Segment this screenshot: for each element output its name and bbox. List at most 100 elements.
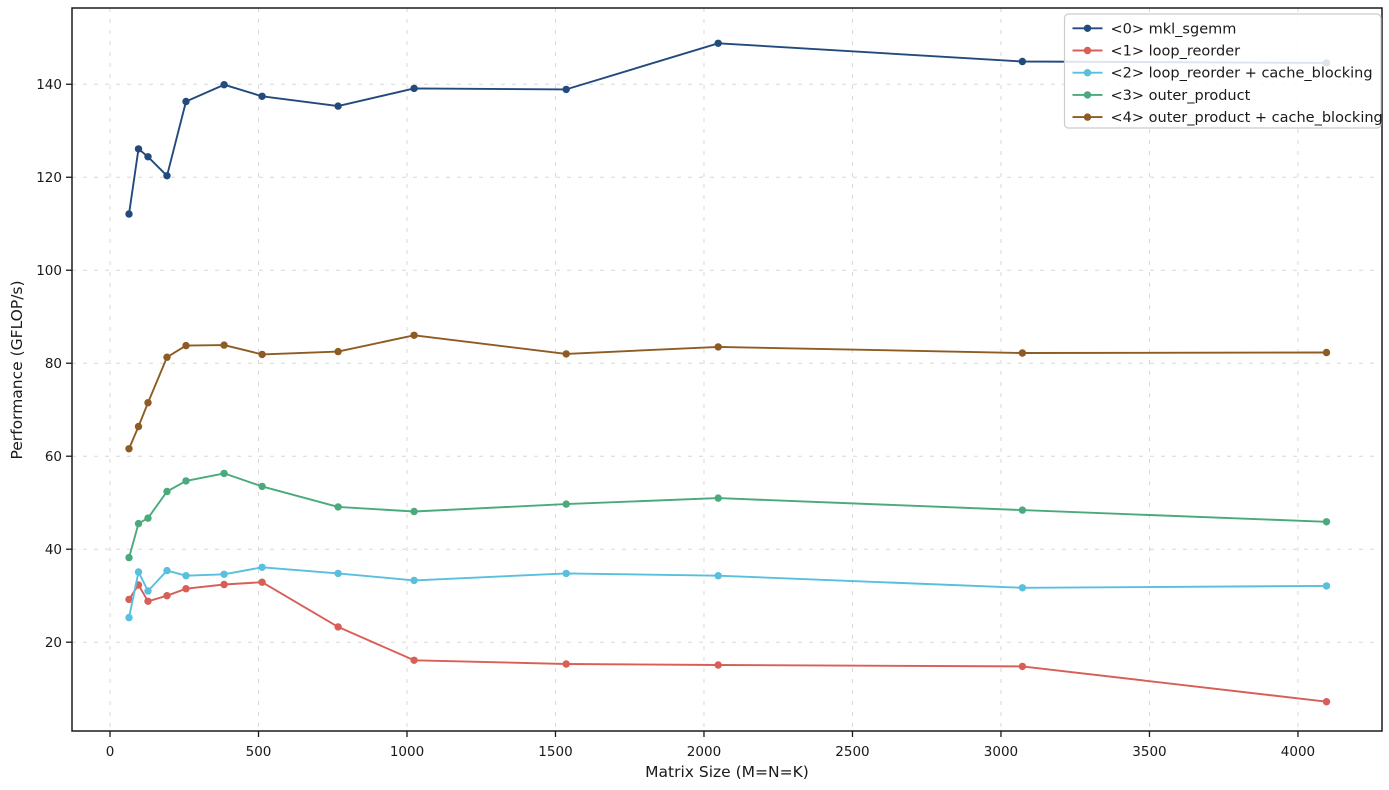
data-point xyxy=(714,661,722,669)
series-2 xyxy=(125,563,1331,622)
data-point xyxy=(220,580,228,589)
data-point xyxy=(163,487,171,496)
data-point xyxy=(334,102,342,110)
legend-label: <3> outer_product xyxy=(1111,88,1251,104)
data-point xyxy=(182,572,190,580)
data-point xyxy=(1322,698,1331,706)
legend-label: <2> loop_reorder + cache_blocking xyxy=(1111,66,1373,82)
data-point xyxy=(1018,584,1027,592)
legend-marker xyxy=(1083,24,1092,32)
data-point xyxy=(562,500,570,508)
x-tick-label: 3000 xyxy=(984,744,1018,760)
data-point xyxy=(334,569,342,578)
data-point xyxy=(182,97,190,106)
data-point xyxy=(125,445,133,453)
data-point xyxy=(334,623,342,631)
legend-marker xyxy=(1083,46,1092,55)
data-point xyxy=(334,503,342,511)
data-point xyxy=(258,578,266,586)
legend-box xyxy=(1063,13,1382,129)
legend-marker xyxy=(1083,91,1092,99)
data-point xyxy=(1018,662,1027,671)
data-point xyxy=(134,145,143,153)
x-axis-label: Matrix Size (M=N=K) xyxy=(645,763,809,781)
data-point xyxy=(714,343,722,351)
data-point xyxy=(163,592,171,600)
data-point xyxy=(144,514,152,522)
legend-label: <0> mkl_sgemm xyxy=(1111,21,1237,37)
data-point xyxy=(125,210,133,218)
y-tick-label: 80 xyxy=(45,356,62,372)
x-tick-label: 0 xyxy=(106,744,115,760)
x-tick-label: 2000 xyxy=(687,744,721,760)
x-tick-label: 500 xyxy=(246,744,272,760)
series-4 xyxy=(125,331,1331,453)
data-point xyxy=(562,660,570,668)
legend-label: <1> loop_reorder xyxy=(1111,44,1241,60)
data-point xyxy=(1018,57,1027,66)
series-line xyxy=(128,334,1327,450)
data-point xyxy=(134,568,143,576)
axis-ticks xyxy=(66,83,1299,737)
data-point xyxy=(220,469,228,478)
data-point xyxy=(410,507,418,516)
data-point xyxy=(258,350,266,359)
data-point xyxy=(410,656,418,664)
series-line xyxy=(128,581,1327,703)
y-axis-label: Performance (GFLOP/s) xyxy=(8,280,26,459)
data-point xyxy=(258,482,266,491)
data-point xyxy=(125,595,133,604)
data-point xyxy=(562,350,570,358)
data-point xyxy=(1322,518,1331,526)
data-point xyxy=(134,519,143,528)
data-point xyxy=(144,587,152,595)
data-point xyxy=(144,399,152,407)
data-point xyxy=(410,331,418,339)
x-tick-label: 2500 xyxy=(835,744,869,760)
data-point xyxy=(562,569,570,578)
data-point xyxy=(258,92,266,101)
data-point xyxy=(144,153,152,161)
data-point xyxy=(410,84,418,93)
data-point xyxy=(1322,348,1331,357)
data-point xyxy=(220,570,228,578)
data-point xyxy=(125,553,133,562)
data-point xyxy=(334,347,342,356)
series-line xyxy=(128,472,1327,558)
y-tick-label: 20 xyxy=(45,635,62,651)
data-point xyxy=(144,597,152,605)
tick-labels: 0 500 1000 1500 2000 2500 3000 3500 4000 20 40 60 80… xyxy=(36,77,1315,760)
series-3 xyxy=(125,469,1331,562)
data-point xyxy=(714,572,722,580)
x-tick-label: 3500 xyxy=(1132,744,1166,760)
data-point xyxy=(714,494,722,502)
data-point xyxy=(163,566,171,575)
data-point xyxy=(258,563,266,571)
legend-label: <4> outer_product + cache_blocking xyxy=(1111,110,1383,126)
data-point xyxy=(182,477,190,485)
data-point xyxy=(1322,582,1331,590)
data-point xyxy=(220,81,228,89)
y-tick-label: 40 xyxy=(45,542,62,558)
data-point xyxy=(714,39,722,47)
x-tick-label: 4000 xyxy=(1281,744,1315,760)
data-point xyxy=(220,341,228,349)
y-tick-label: 140 xyxy=(36,77,62,93)
data-point xyxy=(1018,349,1027,357)
plot-frame xyxy=(71,7,1383,732)
data-point xyxy=(1018,506,1027,514)
data-point xyxy=(182,341,190,350)
x-tick-label: 1000 xyxy=(390,744,424,760)
x-tick-label: 1500 xyxy=(538,744,572,760)
legend: <0> mkl_sgemm <1> loop_reorder <2> loop_re… xyxy=(1063,13,1383,129)
data-point xyxy=(562,85,570,94)
data-point xyxy=(182,585,190,593)
legend-marker xyxy=(1083,69,1092,77)
y-tick-label: 100 xyxy=(36,263,62,279)
legend-marker xyxy=(1083,113,1092,121)
y-tick-label: 120 xyxy=(36,170,62,186)
series-1 xyxy=(125,578,1331,706)
y-tick-label: 60 xyxy=(45,449,62,465)
